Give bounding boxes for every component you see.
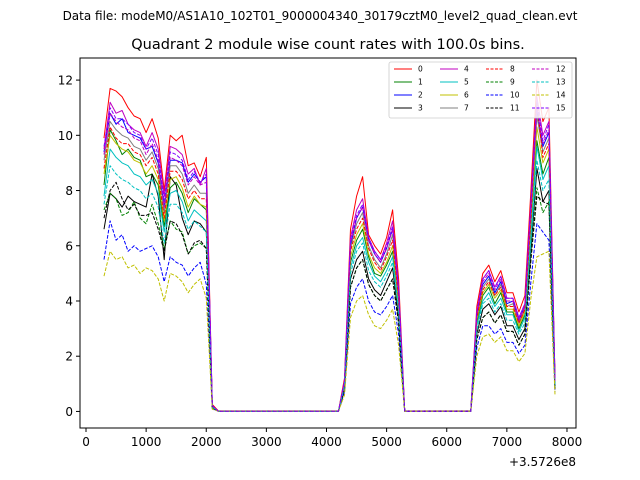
x-tick-label: 4000 [311, 435, 342, 449]
legend-label-14: 14 [556, 91, 566, 100]
chart-title: Quadrant 2 module wise count rates with … [131, 37, 525, 53]
x-axis: 0 1000 2000 3000 4000 5000 6000 7000 8000 [82, 428, 582, 449]
y-tick-label: 10 [58, 129, 73, 143]
y-tick-label: 6 [65, 239, 73, 253]
x-tick-label: 5000 [371, 435, 402, 449]
y-tick-label: 2 [65, 350, 73, 364]
x-tick-label: 0 [82, 435, 90, 449]
legend-label-3: 3 [418, 104, 423, 113]
x-tick-label: 8000 [552, 435, 583, 449]
x-offset-label: +3.5726e8 [509, 455, 576, 469]
x-tick-label: 7000 [492, 435, 523, 449]
y-axis: 0 2 4 6 8 10 12 [58, 74, 80, 419]
series-layer [103, 79, 556, 412]
legend-label-7: 7 [464, 104, 469, 113]
y-tick-label: 12 [58, 74, 73, 88]
y-tick-label: 8 [65, 184, 73, 198]
x-tick-label: 3000 [251, 435, 282, 449]
series-line-15 [103, 101, 556, 412]
legend-box [388, 61, 573, 119]
x-tick-label: 2000 [191, 435, 222, 449]
legend-label-11: 11 [510, 104, 520, 113]
x-tick-label: 1000 [131, 435, 162, 449]
y-tick-label: 4 [65, 294, 73, 308]
legend-label-10: 10 [510, 91, 520, 100]
y-tick-label: 0 [65, 405, 73, 419]
axes-frame [79, 57, 577, 429]
legend-label-12: 12 [556, 65, 566, 74]
legend-label-13: 13 [556, 78, 566, 87]
legend-label-4: 4 [464, 65, 469, 74]
suptitle: Data file: modeM0/AS1A10_102T01_90000043… [63, 9, 578, 23]
legend-label-6: 6 [464, 91, 469, 100]
x-tick-label: 6000 [431, 435, 462, 449]
legend-label-8: 8 [510, 65, 515, 74]
legend-label-2: 2 [418, 91, 423, 100]
legend-label-0: 0 [418, 65, 423, 74]
legend-label-9: 9 [510, 78, 515, 87]
legend-label-5: 5 [464, 78, 469, 87]
legend-label-15: 15 [556, 104, 566, 113]
legend-label-1: 1 [418, 78, 423, 87]
